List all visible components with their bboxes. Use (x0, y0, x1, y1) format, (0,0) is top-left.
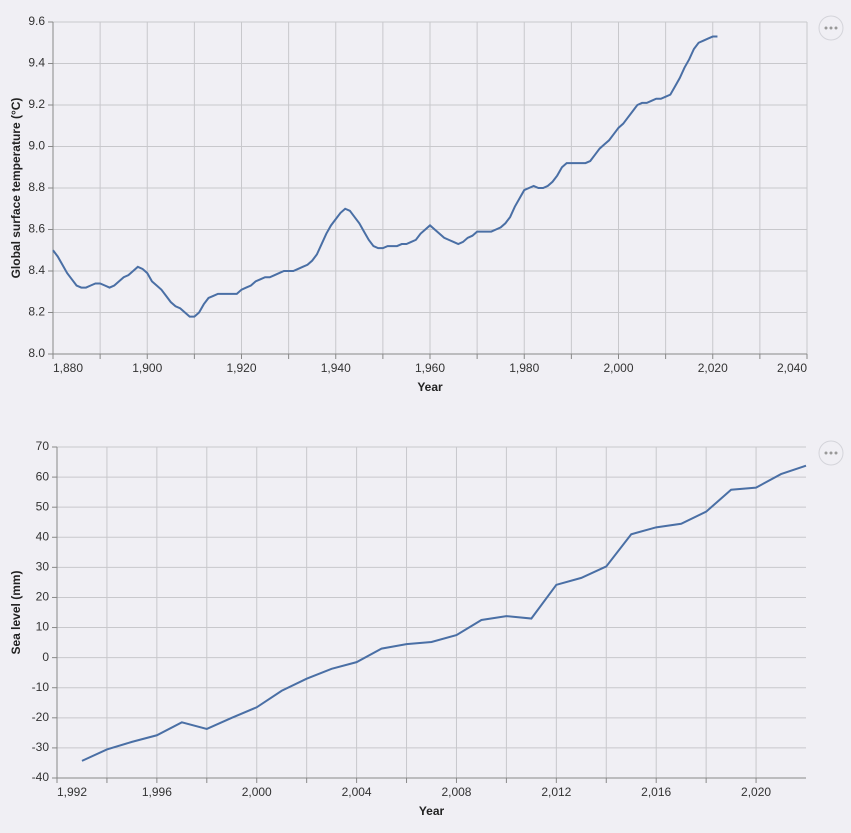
x-tick-label: 1,960 (415, 361, 445, 375)
menu-button[interactable] (818, 440, 844, 466)
y-tick-label: 8.2 (28, 305, 45, 319)
y-axis-title: Global surface temperature (°C) (9, 98, 23, 279)
y-tick-label: 30 (36, 560, 50, 574)
x-tick-label: 2,020 (698, 361, 728, 375)
y-tick-label: 8.6 (28, 222, 45, 236)
x-tick-label: 2,000 (603, 361, 633, 375)
y-tick-label: -40 (32, 770, 50, 784)
dot (829, 451, 833, 455)
x-tick-label: 1,900 (132, 361, 162, 375)
x-tick-label: 1,920 (226, 361, 256, 375)
data-line (52, 35, 718, 318)
x-tick-label: 2,000 (242, 785, 272, 799)
x-tick-label: 2,012 (541, 785, 571, 799)
y-tick-label: 20 (36, 590, 50, 604)
x-tick-label: 1,880 (53, 361, 83, 375)
dot (834, 26, 838, 30)
y-tick-label: 9.2 (28, 97, 45, 111)
y-tick-label: -10 (32, 680, 50, 694)
y-tick-label: 10 (36, 620, 50, 634)
y-tick-label: -20 (32, 710, 50, 724)
y-tick-label: 0 (42, 650, 49, 664)
x-tick-label: 1,940 (321, 361, 351, 375)
x-tick-label: 2,004 (342, 785, 372, 799)
dot (829, 26, 833, 30)
y-tick-label: 70 (36, 439, 50, 453)
y-tick-label: 8.0 (28, 346, 45, 360)
y-tick-label: 9.4 (28, 56, 45, 70)
x-axis-title: Year (417, 380, 443, 394)
x-tick-label: 2,008 (441, 785, 471, 799)
y-tick-label: 40 (36, 529, 50, 543)
y-tick-label: 60 (36, 469, 50, 483)
y-tick-label: 8.4 (28, 263, 45, 277)
x-axis-title: Year (419, 804, 445, 818)
x-tick-label: 2,040 (777, 361, 807, 375)
dot (834, 451, 838, 455)
y-tick-label: 8.8 (28, 180, 45, 194)
x-tick-label: 1,980 (509, 361, 539, 375)
dot (824, 451, 828, 455)
y-tick-label: 9.6 (28, 14, 45, 28)
data-line (81, 464, 807, 762)
menu-button[interactable] (818, 15, 844, 41)
x-tick-label: 2,020 (741, 785, 771, 799)
y-tick-label: -30 (32, 740, 50, 754)
dot (824, 26, 828, 30)
x-tick-label: 1,992 (57, 785, 87, 799)
y-tick-label: 9.0 (28, 139, 45, 153)
x-tick-label: 1,996 (142, 785, 172, 799)
y-tick-label: 50 (36, 499, 50, 513)
x-tick-label: 2,016 (641, 785, 671, 799)
y-axis-title: Sea level (mm) (9, 570, 23, 654)
